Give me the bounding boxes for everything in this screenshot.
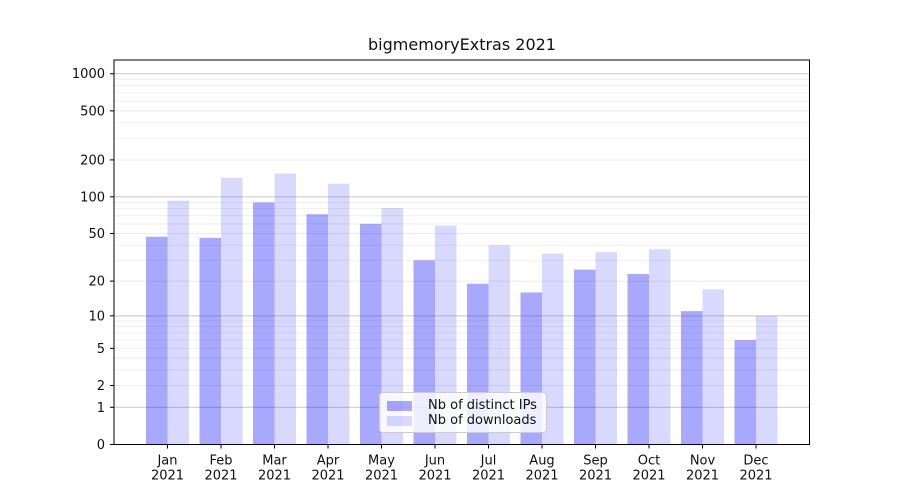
bar-downloads-may [381, 208, 403, 445]
y-axis-tick-label: 2 [97, 379, 105, 394]
y-axis-tick-label: 5 [97, 342, 105, 357]
bar-distinct-ips-apr [306, 214, 328, 445]
y-axis-tick-label: 10 [88, 309, 105, 324]
x-axis-tick-label-year: 2021 [204, 469, 237, 484]
bar-distinct-ips-dec [734, 340, 756, 445]
x-axis-tick-label-year: 2021 [151, 469, 184, 484]
x-axis-tick-label-year: 2021 [418, 469, 451, 484]
x-axis-tick-label-year: 2021 [258, 469, 291, 484]
plot-border [113, 59, 810, 445]
x-axis-tick-label-year: 2021 [632, 469, 665, 484]
x-axis-tick-label-month: May [368, 454, 395, 469]
legend-item-distinct-ips: Nb of distinct IPs [387, 398, 539, 413]
y-axis-tick-label: 1000 [72, 67, 105, 82]
legend-swatch-distinct-ips [387, 400, 412, 411]
y-axis-tick-label: 1 [97, 401, 105, 416]
x-axis-tick-label-year: 2021 [686, 469, 719, 484]
x-axis-tick-label-month: Jul [480, 454, 497, 469]
bar-distinct-ips-oct [627, 273, 649, 445]
x-axis-tick-label-month: Aug [529, 454, 554, 469]
y-axis-tick-label: 0 [97, 438, 105, 453]
bar-distinct-ips-may [360, 223, 382, 445]
bar-distinct-ips-sep [574, 269, 596, 445]
bar-downloads-jun [435, 225, 457, 445]
bar-downloads-sep [595, 252, 617, 445]
bar-downloads-dec [756, 315, 778, 445]
legend: Nb of distinct IPs Nb of downloads [379, 392, 547, 433]
x-axis-tick-label-year: 2021 [739, 469, 772, 484]
y-axis-tick-label: 100 [80, 190, 105, 205]
x-axis-tick-label-month: Apr [317, 454, 340, 469]
legend-label-downloads: Nb of downloads [428, 413, 537, 428]
x-axis-tick-label-month: Nov [690, 454, 716, 469]
bar-distinct-ips-feb [199, 237, 221, 445]
x-axis-tick-label-month: Jan [156, 454, 177, 469]
x-axis-tick-label-year: 2021 [472, 469, 505, 484]
legend-swatch-downloads [387, 415, 412, 426]
legend-label-distinct-ips: Nb of distinct IPs [428, 398, 537, 413]
x-axis-tick-label-month: Jun [424, 454, 445, 469]
x-axis-tick-label-year: 2021 [579, 469, 612, 484]
bar-downloads-mar [274, 173, 296, 445]
y-axis-tick-label: 500 [80, 104, 105, 119]
legend-item-downloads: Nb of downloads [387, 413, 539, 428]
chart-title: bigmemoryExtras 2021 [368, 35, 556, 54]
x-axis-tick-label-month: Mar [262, 454, 287, 469]
x-axis-tick-label-year: 2021 [525, 469, 558, 484]
bar-downloads-aug [542, 253, 564, 445]
x-axis-tick-label-year: 2021 [365, 469, 398, 484]
x-axis-tick-label-month: Sep [583, 454, 608, 469]
x-axis-tick-label-month: Oct [638, 454, 660, 469]
y-axis-tick-label: 200 [80, 153, 105, 168]
bar-downloads-feb [221, 177, 243, 445]
x-axis-tick-label-month: Dec [743, 454, 768, 469]
bar-downloads-apr [328, 183, 350, 445]
bar-distinct-ips-jan [146, 236, 168, 445]
bar-distinct-ips-nov [681, 311, 703, 445]
x-axis-tick-label-year: 2021 [311, 469, 344, 484]
bar-downloads-jan [167, 200, 189, 445]
y-axis-tick-label: 20 [88, 275, 105, 290]
x-axis-tick-label-month: Feb [209, 454, 232, 469]
y-axis-tick-label: 50 [88, 227, 105, 242]
bar-downloads-nov [702, 289, 724, 445]
bar-distinct-ips-mar [253, 202, 275, 445]
bar-downloads-oct [649, 249, 671, 445]
